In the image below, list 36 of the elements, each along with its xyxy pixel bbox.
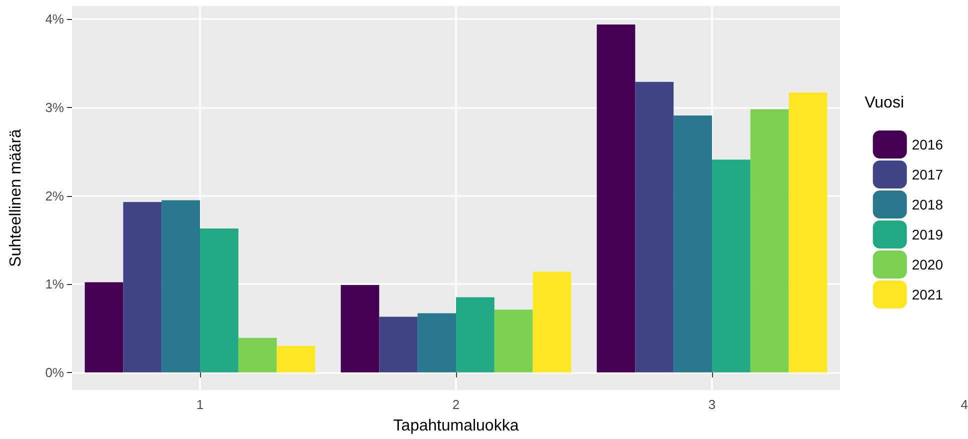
bar — [788, 92, 828, 372]
bar — [674, 115, 712, 372]
bar — [340, 284, 380, 372]
text: 4 — [960, 397, 968, 412]
y-tick-label: 1% — [45, 276, 64, 292]
bar — [635, 82, 674, 372]
y-tick-label: 0% — [45, 364, 64, 380]
bar — [238, 338, 277, 372]
bar — [84, 282, 124, 372]
legend-label: 2017 — [912, 166, 944, 182]
bar — [276, 346, 316, 372]
bar — [750, 109, 789, 372]
bar — [200, 228, 238, 372]
bar — [123, 202, 162, 372]
legend-label: 2018 — [912, 196, 944, 212]
y-tick-label: 2% — [45, 188, 64, 204]
bar — [162, 200, 200, 372]
legend-label: 2021 — [912, 286, 944, 302]
x-tick-label: 2 — [452, 397, 460, 412]
legend-label: 2020 — [912, 256, 944, 272]
bar — [379, 316, 418, 372]
y-axis-title: Suhteellinen määrä — [8, 128, 24, 267]
legend-label: 2016 — [912, 136, 944, 152]
y-tick-label: 4% — [45, 12, 64, 27]
bar — [532, 272, 572, 372]
legend-title: Vuosi — [864, 94, 904, 112]
y-tick-label: 3% — [45, 100, 64, 116]
bar — [596, 24, 636, 372]
x-tick-label: 3 — [708, 397, 716, 412]
bar — [712, 160, 750, 372]
bar — [494, 310, 533, 372]
x-tick-label: 1 — [196, 397, 204, 412]
bar — [418, 313, 456, 372]
legend-label: 2019 — [912, 226, 944, 242]
x-axis-title: Tapahtumaluokka — [393, 418, 519, 434]
bar — [456, 297, 494, 372]
